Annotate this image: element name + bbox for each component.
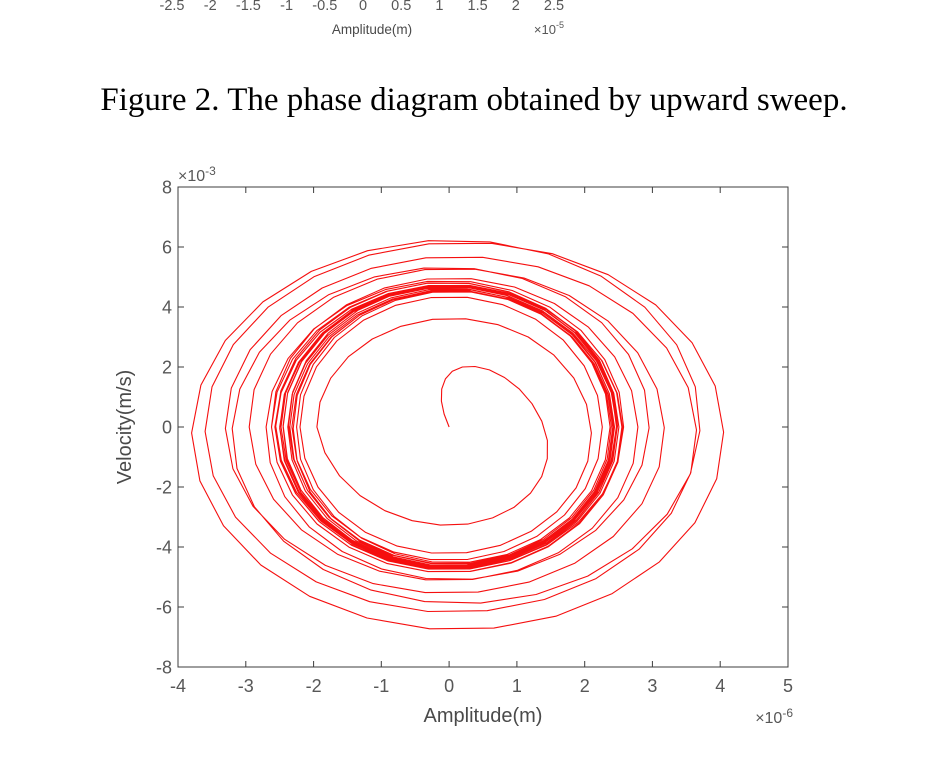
x-tick-label: 5 xyxy=(783,676,793,696)
x-tick-label: -3 xyxy=(238,676,254,696)
y-tick-label: -2 xyxy=(156,478,172,498)
top-x-tick-label: 2.5 xyxy=(544,0,564,14)
top-x-tick-label: 2 xyxy=(512,0,520,14)
top-x-tick-label: -2.5 xyxy=(160,0,185,14)
x-tick-label: 3 xyxy=(647,676,657,696)
figure-caption: Figure 2. The phase diagram obtained by … xyxy=(0,80,948,120)
top-x-tick-label: -1.5 xyxy=(236,0,261,14)
top-xaxis-label: Amplitude(m) xyxy=(332,22,412,37)
top-x-tick-label: 1.5 xyxy=(468,0,488,14)
x-scale-label: ×10-6 xyxy=(755,706,793,727)
y-tick-label: 6 xyxy=(162,238,172,258)
y-tick-label: -6 xyxy=(156,598,172,618)
scale-exponent: -5 xyxy=(556,20,564,30)
axis-ticks xyxy=(178,187,788,667)
top-x-tick-label: -0.5 xyxy=(312,0,337,14)
y-tick-label: 4 xyxy=(162,298,172,318)
y-tick-label: 8 xyxy=(162,178,172,198)
trajectory-path xyxy=(192,241,724,629)
top-chart-fragment-svg: -2.5 -2 -1.5 -1 -0.5 0 0.5 1 1.5 2 2.5 Amplitude(m… xyxy=(0,0,948,46)
y-tick-label: 2 xyxy=(162,358,172,378)
y-axis-label: Velocity(m/s) xyxy=(114,370,136,484)
main-chart-svg: -4 -3 -2 -1 0 1 2 3 4 5 -8 -6 -4 -2 0 2 4 6 8 Amplitude(m… xyxy=(80,160,840,750)
x-tick-label: -2 xyxy=(306,676,322,696)
top-xtick-labels: -2.5 -2 -1.5 -1 -0.5 0 0.5 1 1.5 2 2.5 xyxy=(160,0,565,14)
x-axis-label: Amplitude(m) xyxy=(424,705,543,727)
x-tick-label: 0 xyxy=(444,676,454,696)
top-x-scale-label: ×10-5 xyxy=(534,20,564,37)
y-scale-label: ×10-3 xyxy=(178,164,216,185)
scale-exponent: -3 xyxy=(205,164,216,178)
top-x-tick-label: 0.5 xyxy=(391,0,411,14)
x-tick-label: -1 xyxy=(373,676,389,696)
scale-exponent: -6 xyxy=(782,706,793,720)
x-tick-label: 1 xyxy=(512,676,522,696)
page: { "caption": { "text": "Figure 2. The ph… xyxy=(0,0,948,757)
top-x-tick-label: -2 xyxy=(204,0,217,14)
y-tick-labels: -8 -6 -4 -2 0 2 4 6 8 xyxy=(156,178,172,678)
top-x-tick-label: 0 xyxy=(359,0,367,14)
x-tick-label: -4 xyxy=(170,676,186,696)
top-x-tick-label: 1 xyxy=(435,0,443,14)
plot-box xyxy=(178,187,788,667)
y-tick-label: 0 xyxy=(162,418,172,438)
y-tick-label: -4 xyxy=(156,538,172,558)
x-tick-labels: -4 -3 -2 -1 0 1 2 3 4 5 xyxy=(170,676,793,696)
x-tick-label: 4 xyxy=(715,676,725,696)
y-tick-label: -8 xyxy=(156,658,172,678)
x-tick-label: 2 xyxy=(580,676,590,696)
top-x-tick-label: -1 xyxy=(280,0,293,14)
